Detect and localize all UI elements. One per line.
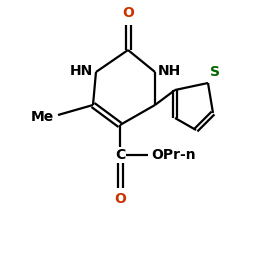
Text: O: O [122, 6, 134, 20]
Text: OPr-n: OPr-n [151, 148, 196, 162]
Text: C: C [115, 148, 125, 162]
Text: Me: Me [31, 110, 54, 124]
Text: S: S [210, 65, 220, 79]
Text: NH: NH [158, 64, 181, 78]
Text: HN: HN [70, 64, 93, 78]
Text: O: O [114, 192, 126, 206]
